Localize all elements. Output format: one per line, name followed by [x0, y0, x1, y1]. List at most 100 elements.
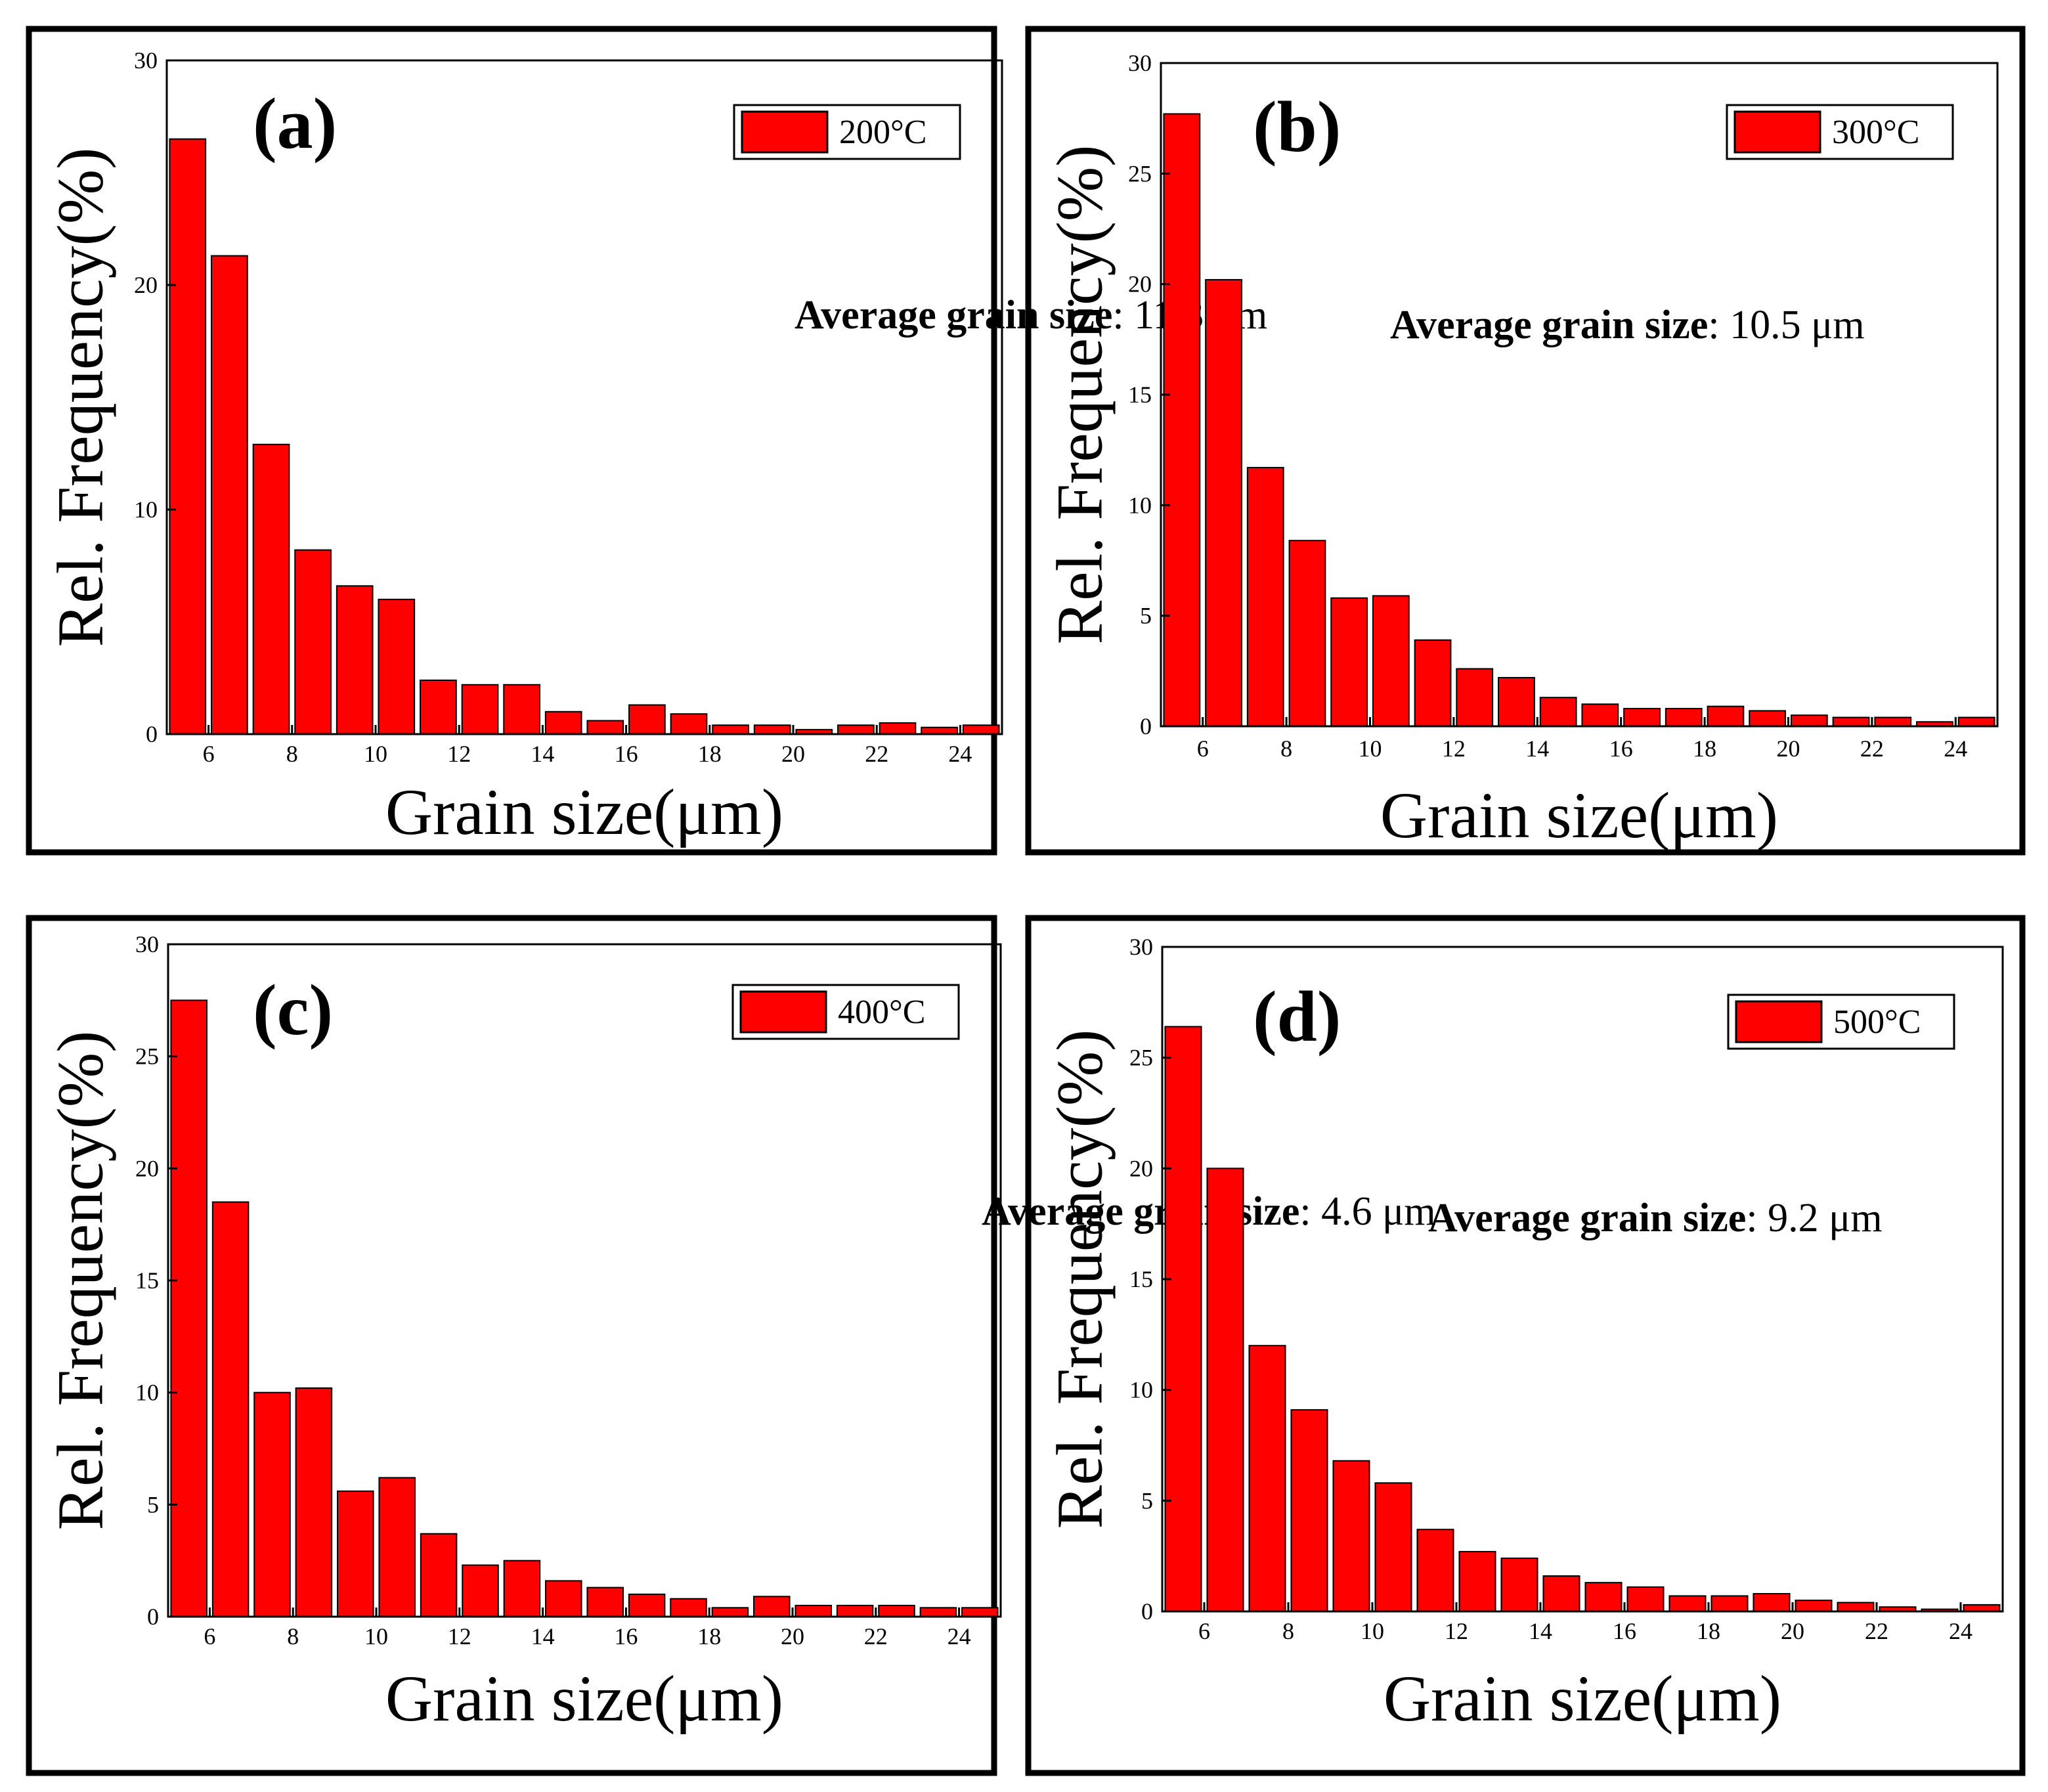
- y-tick-label: 0: [1140, 713, 1152, 739]
- x-tick-label: 12: [1442, 735, 1466, 762]
- x-tick-label: 20: [781, 741, 805, 767]
- y-tick-label: 30: [134, 47, 158, 74]
- histogram-bar: [1290, 1409, 1328, 1612]
- histogram-bar: [1623, 708, 1661, 727]
- x-tick-label: 6: [204, 1623, 215, 1650]
- legend-label: 300°C: [1832, 114, 1919, 151]
- histogram-bar: [1246, 467, 1284, 727]
- histogram-bar: [1498, 676, 1535, 728]
- histogram-bar: [545, 1580, 582, 1618]
- x-tick-label: 24: [1949, 1618, 1972, 1644]
- x-tick-label: 8: [287, 1623, 299, 1650]
- histogram-bar: [1456, 668, 1494, 728]
- histogram-bar: [1665, 708, 1703, 727]
- x-axis-title: Grain size(μm): [1380, 779, 1778, 852]
- histogram-bar: [586, 1586, 624, 1618]
- histogram-bar: [1205, 278, 1242, 727]
- histogram-bar: [711, 1607, 749, 1618]
- y-axis-title: Rel. Frequency(%): [44, 1031, 117, 1531]
- histogram-bar: [962, 724, 1000, 735]
- y-tick-label: 25: [135, 1043, 159, 1070]
- panel-label: (b): [1253, 87, 1341, 167]
- average-grain-size: Average grain size: 9.2 μm: [1428, 1196, 1883, 1240]
- histogram-bar: [462, 1564, 499, 1618]
- x-tick-label: 18: [1693, 735, 1716, 762]
- y-tick-label: 5: [1140, 603, 1152, 629]
- histogram-bar: [1206, 1168, 1244, 1613]
- x-tick-label: 8: [1282, 1618, 1294, 1644]
- histogram-bar: [1790, 714, 1828, 727]
- histogram-bar: [337, 1490, 374, 1617]
- x-tick-label: 8: [1280, 735, 1292, 762]
- legend: 200°C: [733, 104, 961, 160]
- histogram-bar: [753, 1596, 791, 1618]
- x-tick-label: 8: [286, 741, 298, 767]
- y-axis-title: Rel. Frequency(%): [44, 148, 117, 647]
- histogram-bar: [503, 684, 540, 735]
- y-tick-label: 20: [1129, 1155, 1153, 1181]
- legend: 400°C: [731, 984, 960, 1040]
- histogram-bar: [712, 724, 749, 735]
- histogram-bar: [1837, 1602, 1875, 1612]
- plot-area: [165, 59, 1003, 735]
- histogram-bar: [1963, 1604, 2001, 1612]
- legend-swatch: [1735, 1000, 1823, 1043]
- legend-swatch: [739, 990, 827, 1034]
- histogram-bar: [879, 722, 917, 735]
- x-tick-label: 22: [864, 1623, 888, 1650]
- panel-label: (a): [253, 83, 337, 164]
- histogram-bar: [1330, 597, 1368, 727]
- y-tick-label: 15: [1129, 1266, 1153, 1292]
- histogram-bar: [1332, 1460, 1370, 1612]
- histogram-bar: [836, 1604, 874, 1618]
- histogram-bar: [1707, 705, 1745, 727]
- x-tick-label: 18: [698, 741, 722, 767]
- x-tick-label: 12: [447, 741, 471, 767]
- histogram-bar: [378, 1477, 416, 1617]
- panel-frame: [1025, 26, 2026, 856]
- y-tick-label: 0: [146, 721, 158, 747]
- y-tick-label: 30: [135, 931, 159, 957]
- y-tick-label: 5: [147, 1491, 159, 1518]
- histogram-bar: [1164, 1026, 1202, 1612]
- y-tick-label: 30: [1128, 50, 1152, 76]
- average-grain-size-prefix: Average grain size: [982, 1189, 1299, 1234]
- legend: 300°C: [1726, 104, 1954, 160]
- y-tick-label: 20: [135, 1155, 159, 1181]
- x-tick-label: 24: [1944, 735, 1967, 762]
- histogram-bar: [1749, 710, 1787, 728]
- average-grain-size-prefix: Average grain size: [1428, 1196, 1746, 1240]
- y-tick-label: 20: [1128, 271, 1152, 297]
- panel-frame: [26, 915, 997, 1776]
- histogram-bar: [1416, 1529, 1454, 1613]
- histogram-bar: [628, 1593, 666, 1618]
- x-tick-label: 24: [948, 741, 972, 767]
- histogram-bar: [420, 679, 457, 735]
- histogram-bar: [878, 1604, 915, 1618]
- panel-b: 0 5 10 15 20 25 30 6 8 10 12 14 16 18 20 22 24 Grain size…: [1025, 26, 2026, 856]
- panel-label: (d): [1253, 976, 1341, 1057]
- histogram-bar: [628, 704, 666, 735]
- x-tick-label: 20: [1777, 735, 1800, 762]
- y-tick-label: 5: [1141, 1487, 1153, 1514]
- histogram-bar: [1753, 1593, 1791, 1613]
- histogram-bar: [420, 1533, 458, 1618]
- legend-label: 200°C: [839, 114, 926, 151]
- y-tick-label: 10: [134, 496, 158, 523]
- x-tick-label: 6: [203, 741, 215, 767]
- histogram-bar: [670, 713, 708, 735]
- y-tick-label: 25: [1128, 160, 1152, 186]
- histogram-bar: [1500, 1558, 1538, 1613]
- histogram-bar: [961, 1607, 999, 1618]
- x-tick-label: 10: [1359, 735, 1382, 762]
- y-tick-label: 10: [1128, 492, 1152, 518]
- panel-a: 0 10 20 30 6 8 10 12 14 16 18 20 22 24 Grain size(μm) R…: [26, 26, 1267, 856]
- average-grain-size-value: : 4.6 μm: [1299, 1189, 1435, 1234]
- panel-d: 0 5 10 15 20 25 30 6 8 10 12 14 16 18 20 22 24 Grain size…: [1025, 915, 2026, 1776]
- legend-label: 400°C: [838, 994, 925, 1031]
- histogram-bar: [670, 1598, 707, 1618]
- histogram-bar: [586, 720, 624, 735]
- histogram-bar: [1163, 113, 1201, 727]
- panel-label: (c): [253, 970, 333, 1050]
